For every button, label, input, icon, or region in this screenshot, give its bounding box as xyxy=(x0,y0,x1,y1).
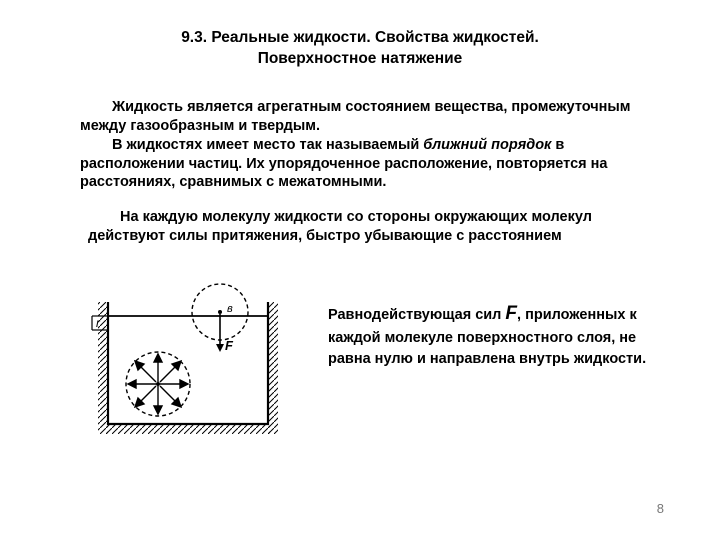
para1-sentence-b-pre: В жидкостях имеет место так называемый xyxy=(112,137,423,153)
paragraph-2: На каждую молекулу жидкости со стороны о… xyxy=(88,208,660,246)
heading-line-1: 9.3. Реальные жидкости. Свойства жидкост… xyxy=(181,29,539,46)
para1-emphasis: ближний порядок xyxy=(423,137,551,153)
caption-pre: Равнодействующая сил xyxy=(328,307,505,323)
heading-line-2: Поверхностное натяжение xyxy=(258,50,463,67)
label-B: в xyxy=(227,303,233,315)
caption-F: F xyxy=(505,303,517,324)
section-heading: 9.3. Реальные жидкости. Свойства жидкост… xyxy=(0,28,720,70)
label-F: F xyxy=(225,338,234,353)
para2-text: На каждую молекулу жидкости со стороны о… xyxy=(88,209,592,244)
surface-tension-figure: r в F xyxy=(88,272,288,442)
paragraph-1: Жидкость является агрегатным состоянием … xyxy=(80,98,660,192)
figure-caption: Равнодействующая сил F, приложенных к ка… xyxy=(328,300,660,370)
para1-sentence-a: Жидкость является агрегатным состоянием … xyxy=(80,99,631,134)
slide: 9.3. Реальные жидкости. Свойства жидкост… xyxy=(0,0,720,540)
page-number: 8 xyxy=(657,501,664,516)
